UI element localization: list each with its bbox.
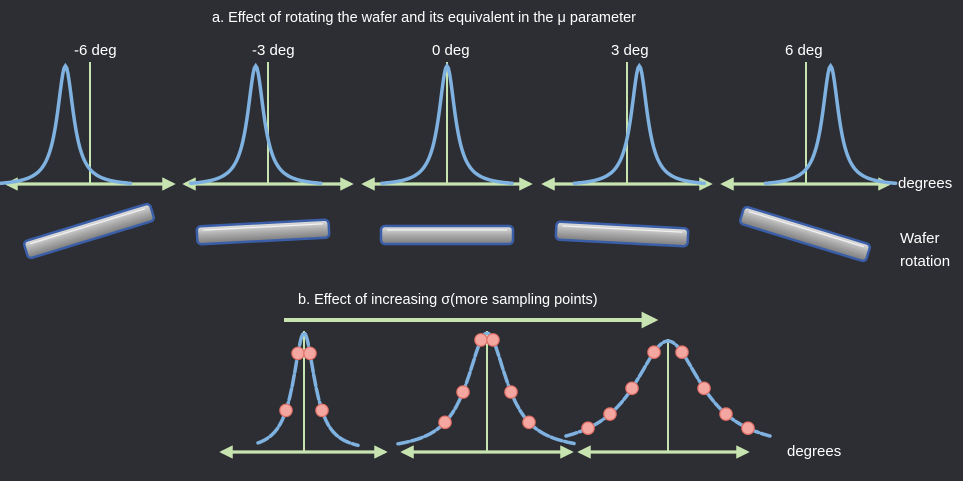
wafer-body — [195, 218, 331, 246]
wafer-label-line1: Wafer — [900, 230, 940, 247]
sample-point — [315, 403, 329, 418]
section-a-panels — [0, 62, 898, 191]
wafer-highlight — [562, 225, 683, 233]
section-a-title: a. Effect of rotating the wafer and its … — [212, 10, 636, 26]
angle-label-3: 3 deg — [611, 42, 649, 59]
sample-point — [697, 381, 711, 396]
distribution-curve-sampled — [396, 331, 576, 446]
sample-point — [303, 346, 317, 361]
sample-point — [279, 403, 293, 418]
wafer — [379, 224, 515, 246]
distribution-curve-sampled — [256, 331, 360, 448]
wafer-label-line2: rotation — [900, 253, 951, 270]
wafer — [738, 205, 872, 263]
angle-label-6: 6 deg — [785, 42, 823, 59]
sample-point — [522, 415, 536, 430]
angle-label-m3: -3 deg — [252, 42, 295, 59]
sample-point — [438, 415, 452, 430]
wafer-body — [22, 202, 156, 260]
wafer-body — [738, 205, 872, 263]
sample-point — [675, 345, 689, 359]
sample-point — [456, 385, 470, 399]
distribution-curve — [572, 62, 707, 186]
distribution-curve — [763, 62, 898, 186]
angle-label-0: 0 deg — [432, 42, 470, 59]
wafer-body — [379, 224, 515, 246]
angle-label-m6: -6 deg — [74, 42, 117, 59]
sample-point — [647, 345, 661, 359]
section-b-title: b. Effect of increasing σ(more sampling … — [298, 292, 598, 308]
sample-point — [474, 333, 488, 347]
axis-label-degrees-b: degrees — [787, 443, 842, 460]
wafer — [22, 202, 156, 260]
distribution-curve — [380, 62, 514, 186]
distribution-curve — [0, 62, 133, 186]
sample-point — [291, 346, 305, 361]
wafer — [554, 220, 690, 248]
sample-point — [719, 407, 733, 421]
sample-point — [504, 385, 518, 399]
axis-label-degrees-a: degrees — [898, 175, 953, 192]
distribution-curve — [188, 62, 323, 186]
sample-point — [581, 421, 595, 435]
wafer-row — [22, 202, 872, 263]
sample-point — [603, 407, 617, 421]
wafer-body — [554, 220, 690, 248]
sample-point — [741, 421, 755, 435]
distribution-curve-sampled — [564, 339, 772, 438]
sample-point — [625, 381, 639, 396]
wafer-highlight — [29, 208, 146, 245]
section-b-panels — [219, 311, 772, 459]
wafer-highlight — [202, 223, 323, 231]
sample-point — [486, 333, 500, 347]
wafer — [195, 218, 331, 246]
wafer-highlight — [748, 211, 865, 248]
